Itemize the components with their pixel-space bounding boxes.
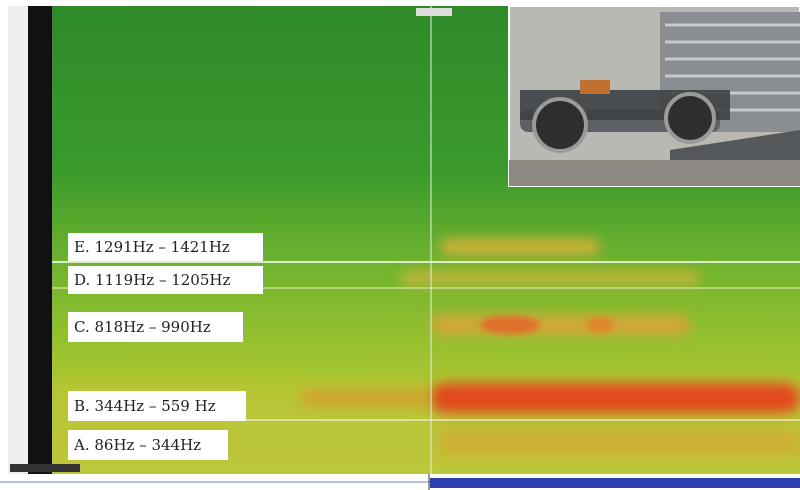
band-label: E. 1291Hz – 1421Hz (74, 238, 230, 256)
band-labels: E. 1291Hz – 1421Hz D. 1119Hz – 1205Hz C.… (68, 233, 263, 460)
band-label: C. 818Hz – 990Hz (74, 318, 211, 336)
label-box (68, 391, 246, 421)
label-box (68, 430, 228, 460)
waveform (0, 474, 800, 490)
band-label: A. 86Hz – 344Hz (73, 436, 201, 454)
video-inset (508, 5, 800, 187)
band-label: D. 1119Hz – 1205Hz (74, 271, 230, 289)
frequency-scale (8, 6, 80, 474)
label-box (68, 266, 263, 294)
label-box (68, 233, 263, 261)
band-label: B. 344Hz – 559 Hz (74, 397, 216, 415)
label-box (68, 312, 243, 342)
